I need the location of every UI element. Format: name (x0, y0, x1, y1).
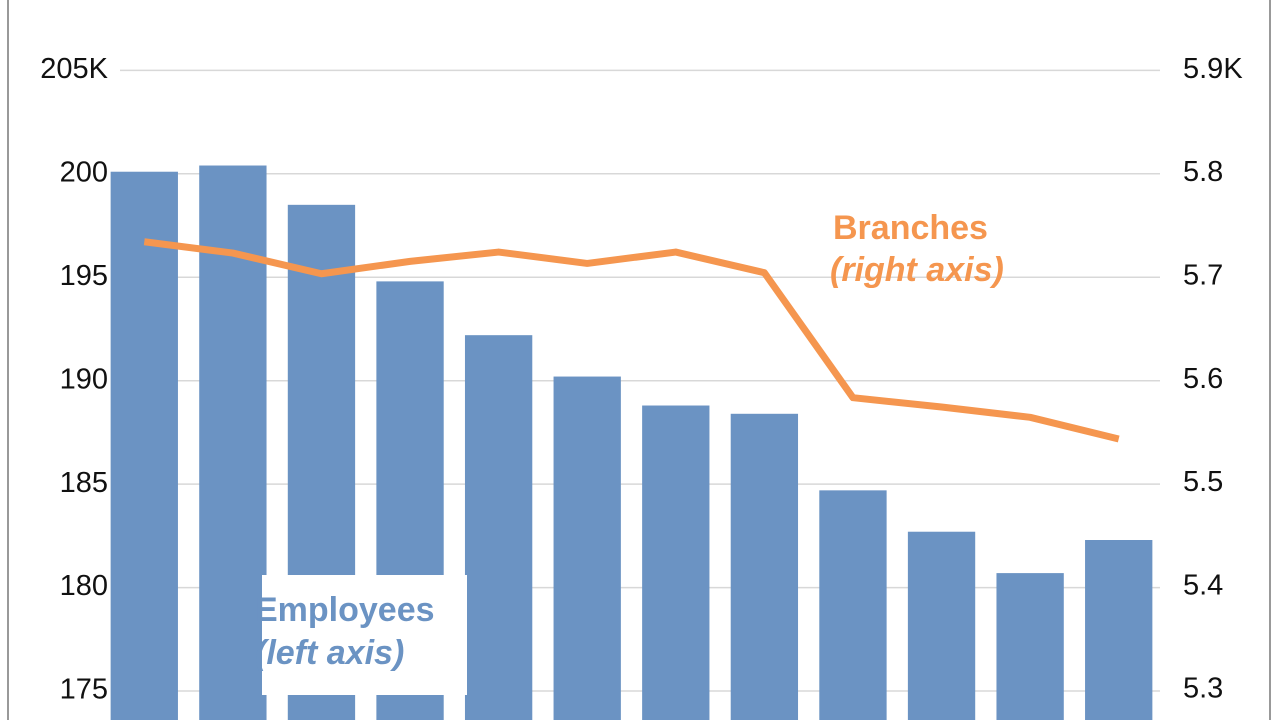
frame (7, 0, 1271, 725)
y-tick-label: 175 (60, 674, 108, 706)
series-label: Branches (833, 209, 988, 247)
y2-tick-label: 5.8 (1183, 156, 1223, 188)
y-tick-label: 205K (40, 53, 108, 85)
line (143, 238, 1120, 443)
bar (907, 531, 976, 720)
bar (819, 490, 887, 720)
y-tick-label: 180 (60, 570, 108, 602)
y2-tick-label: 5.6 (1183, 363, 1223, 395)
bar (553, 376, 621, 720)
y2-tick-label: 5.5 (1183, 466, 1223, 498)
series-label: Employees (255, 591, 435, 629)
label-box (262, 575, 467, 695)
series-note: (right axis) (830, 251, 1004, 289)
y-tick-label: 190 (60, 363, 108, 395)
bar (1085, 540, 1153, 720)
bar (110, 171, 178, 721)
bar (730, 413, 799, 720)
y-tick-label: 200 (60, 156, 108, 188)
y-tick-label: 185 (60, 467, 108, 499)
series-note: (left axis) (255, 634, 404, 672)
y2-tick-label: 5.4 (1183, 569, 1223, 601)
bar (464, 335, 533, 720)
y-tick-label: 195 (60, 260, 108, 292)
y2-tick-label: 5.7 (1183, 259, 1223, 291)
y2-tick-label: 5.3 (1183, 673, 1223, 705)
bar (996, 573, 1064, 720)
y2-tick-label: 5.9K (1183, 53, 1243, 85)
bar (642, 405, 710, 720)
